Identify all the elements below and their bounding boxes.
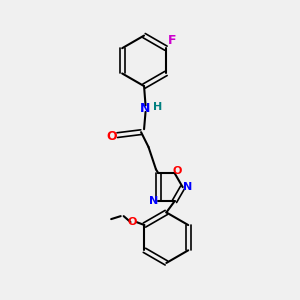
Text: F: F bbox=[167, 34, 176, 47]
Text: H: H bbox=[153, 102, 162, 112]
Text: N: N bbox=[149, 196, 158, 206]
Text: N: N bbox=[140, 102, 151, 115]
Text: O: O bbox=[106, 130, 117, 143]
Text: O: O bbox=[128, 217, 137, 227]
Text: O: O bbox=[172, 166, 182, 176]
Text: N: N bbox=[182, 182, 192, 192]
